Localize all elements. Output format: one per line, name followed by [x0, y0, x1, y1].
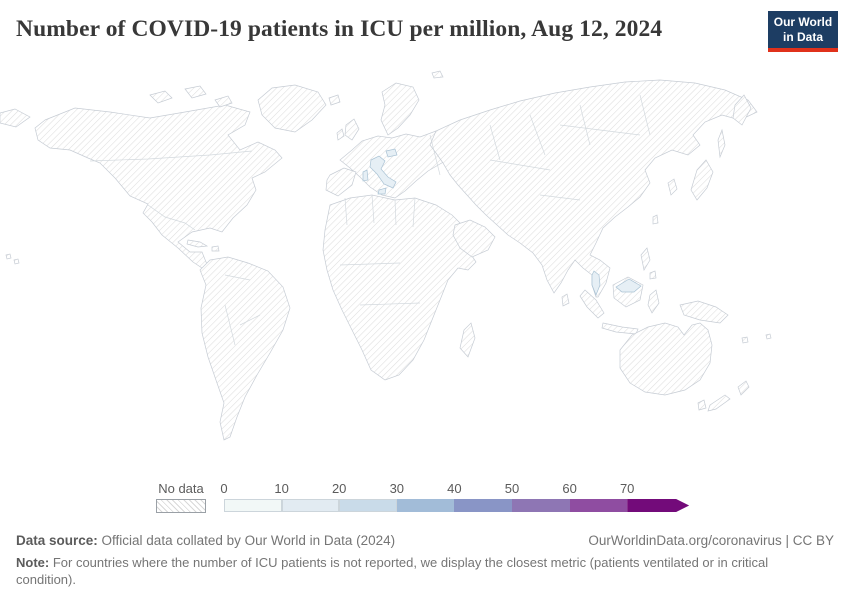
island-sulawesi[interactable]	[647, 289, 660, 314]
owid-logo-line2: in Data	[782, 29, 823, 44]
legend-tick: 30	[389, 481, 405, 496]
region-arabia[interactable]	[452, 219, 496, 258]
country-iceland[interactable]	[328, 94, 341, 106]
legend-tick: 40	[447, 481, 462, 496]
country-taiwan[interactable]	[652, 214, 659, 225]
legend-segment[interactable]	[511, 499, 570, 512]
country-north-america[interactable]	[34, 104, 283, 273]
country-new-zealand[interactable]	[707, 380, 750, 412]
country-sri-lanka[interactable]	[561, 293, 570, 307]
country-scandinavia[interactable]	[380, 82, 420, 136]
country-cuba[interactable]	[186, 239, 220, 252]
country-united-kingdom[interactable]	[336, 118, 360, 141]
legend-segment[interactable]	[454, 499, 512, 512]
country-malaysia-borneo[interactable]	[615, 278, 642, 293]
island-sumatra[interactable]	[579, 289, 605, 319]
country-japan[interactable]	[690, 159, 714, 201]
note-text: For countries where the number of ICU pa…	[16, 555, 769, 587]
legend-tick: 10	[274, 481, 289, 496]
arctic-islands[interactable]	[149, 85, 233, 108]
page-title: Number of COVID-19 patients in ICU per m…	[16, 16, 663, 42]
legend-segment[interactable]	[627, 499, 689, 512]
legend-tick: 60	[562, 481, 577, 496]
svalbard[interactable]	[431, 70, 444, 79]
owid-logo[interactable]: Our World in Data	[768, 11, 838, 52]
country-italy[interactable]	[362, 155, 397, 195]
legend-segment[interactable]	[339, 499, 397, 512]
legend-color-bar	[224, 499, 689, 512]
legend-segment[interactable]	[569, 499, 628, 512]
note-line: Note: For countries where the number of …	[16, 555, 806, 589]
internal-borders	[89, 94, 651, 346]
legend-segment[interactable]	[281, 499, 340, 512]
island-new-guinea[interactable]	[679, 300, 729, 324]
legend-segment[interactable]	[224, 499, 282, 512]
region-asia[interactable]	[429, 79, 758, 298]
legend-tick: 0	[220, 481, 228, 496]
footer-link[interactable]: OurWorldinData.org/coronavirus | CC BY	[588, 533, 834, 548]
data-source-label: Data source:	[16, 533, 98, 548]
region-africa[interactable]	[322, 194, 477, 381]
chukotka-left-edge[interactable]	[0, 108, 31, 128]
legend-no-data-label: No data	[158, 481, 204, 496]
country-australia[interactable]	[619, 322, 713, 396]
note-label: Note:	[16, 555, 50, 570]
legend-tick: 20	[331, 481, 347, 496]
legend-tick: 50	[504, 481, 520, 496]
country-sakhalin[interactable]	[717, 128, 726, 159]
country-madagascar[interactable]	[459, 322, 476, 358]
country-spain-portugal[interactable]	[325, 167, 357, 197]
country-kamchatka[interactable]	[732, 94, 752, 126]
country-philippines[interactable]	[640, 247, 657, 280]
data-source-text: Official data collated by Our World in D…	[97, 533, 396, 548]
pacific-islands[interactable]	[5, 253, 772, 344]
legend-segment[interactable]	[396, 499, 455, 512]
country-slovenia[interactable]	[385, 148, 398, 158]
legend-no-data-swatch[interactable]	[156, 499, 206, 513]
owid-logo-line1: Our World	[773, 15, 833, 30]
island-java[interactable]	[601, 322, 639, 335]
data-source-line: Data source: Official data collated by O…	[16, 533, 834, 548]
country-greenland[interactable]	[257, 84, 327, 133]
country-south-korea[interactable]	[667, 178, 678, 196]
country-south-america[interactable]	[199, 256, 291, 441]
legend-tick: 70	[619, 481, 635, 496]
country-tasmania[interactable]	[697, 399, 707, 411]
world-map	[0, 65, 850, 470]
country-malaysia-peninsular[interactable]	[591, 270, 601, 296]
